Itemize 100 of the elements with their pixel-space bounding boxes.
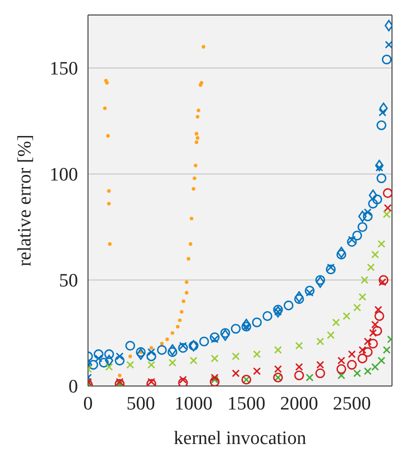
point [196, 136, 200, 140]
point [178, 378, 188, 386]
point [306, 288, 314, 297]
point [146, 351, 156, 362]
point [362, 212, 373, 222]
point [368, 338, 378, 348]
point [186, 257, 190, 261]
point [376, 120, 386, 130]
point [371, 363, 380, 371]
point [126, 360, 134, 369]
point [192, 176, 196, 180]
point [232, 352, 240, 360]
point [371, 320, 380, 328]
point [378, 108, 386, 116]
point [210, 332, 220, 342]
point [337, 246, 346, 258]
point [378, 356, 386, 364]
point [104, 354, 114, 366]
point [116, 352, 124, 360]
point [136, 347, 146, 357]
y-tick-label: 50 [59, 270, 78, 292]
point [150, 346, 154, 350]
point [168, 347, 178, 357]
x-tick-label: 0 [83, 393, 93, 414]
point [358, 293, 366, 301]
point [353, 369, 362, 378]
point [262, 311, 272, 321]
point [252, 367, 261, 376]
point [294, 291, 304, 303]
point [184, 290, 188, 295]
point [210, 374, 219, 382]
point [382, 210, 391, 218]
point [274, 346, 282, 354]
point [362, 347, 373, 357]
point [295, 342, 304, 350]
point [374, 311, 384, 321]
point [348, 350, 356, 358]
point [103, 106, 107, 110]
point [384, 40, 392, 49]
point [384, 204, 392, 212]
point [306, 374, 314, 382]
point [372, 194, 382, 204]
point [294, 370, 304, 380]
point [196, 114, 200, 119]
x-tick-label: 500 [126, 393, 156, 414]
point [170, 331, 174, 335]
point [382, 188, 392, 198]
point [337, 372, 346, 380]
point [230, 324, 241, 334]
point [315, 368, 326, 378]
point [348, 236, 356, 244]
point [202, 45, 206, 49]
point [316, 276, 324, 288]
point [326, 263, 335, 272]
point [371, 250, 380, 258]
point [326, 264, 336, 274]
point [136, 348, 145, 360]
point [178, 318, 182, 322]
point [358, 210, 367, 222]
x-tick-label: 1000 [174, 393, 213, 414]
point [376, 173, 386, 184]
point [378, 275, 388, 285]
point [368, 198, 378, 209]
point [315, 275, 326, 285]
point [382, 346, 391, 354]
y-tick-label: 0 [68, 376, 78, 398]
point [88, 360, 98, 370]
point [147, 348, 156, 356]
point [336, 250, 346, 260]
point [360, 276, 368, 284]
point [106, 134, 110, 138]
point [114, 356, 125, 366]
point [105, 81, 109, 85]
point [374, 306, 382, 314]
point [94, 349, 104, 360]
point [104, 349, 114, 360]
x-axis-title: kernel invocation [174, 428, 307, 449]
point [382, 54, 392, 64]
x-tick-label: 2000 [280, 393, 318, 414]
point [192, 187, 196, 191]
point [210, 335, 219, 344]
point [332, 318, 340, 326]
point [358, 222, 368, 232]
point [379, 102, 388, 114]
point [190, 356, 198, 364]
point [168, 344, 177, 356]
point [232, 369, 240, 378]
point [108, 242, 112, 246]
point [326, 331, 335, 340]
point [179, 376, 187, 384]
point [196, 108, 200, 112]
point [337, 356, 346, 364]
point [125, 340, 136, 351]
point [346, 236, 357, 247]
point [353, 304, 362, 312]
y-axis-title: relative error [%] [14, 134, 36, 266]
point [358, 354, 368, 364]
point [176, 324, 180, 328]
point [190, 216, 194, 220]
point [242, 318, 251, 330]
